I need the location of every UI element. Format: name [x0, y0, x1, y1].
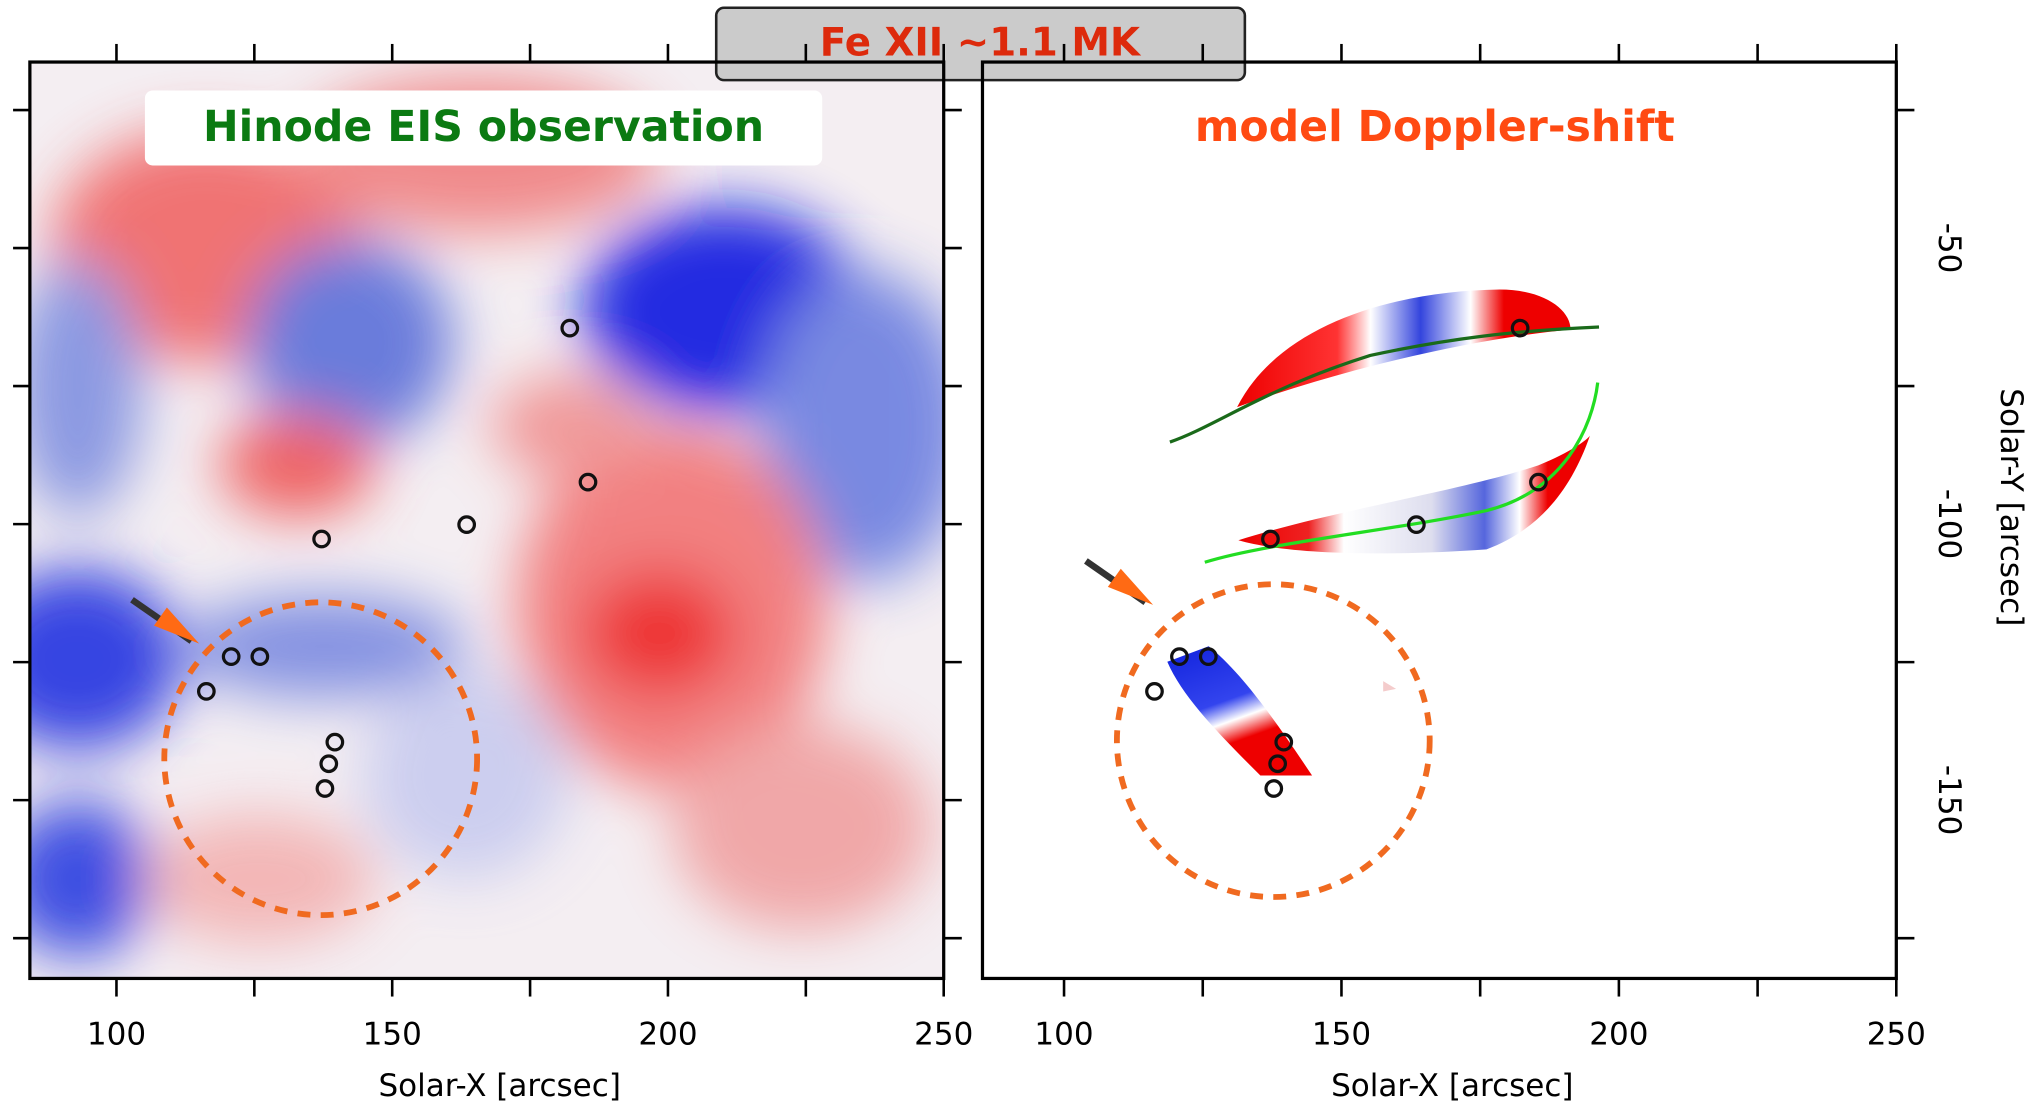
x-tick-label: 250: [1867, 1016, 1926, 1052]
panel-title: Hinode EIS observation: [203, 102, 764, 152]
observation-map: [29, 62, 944, 979]
x-tick-label: 250: [914, 1016, 973, 1052]
point: [1261, 529, 1280, 549]
x-tick-label: 150: [363, 1016, 422, 1052]
y-tick-label: -150: [1931, 765, 1967, 835]
y-tick-label: -50: [1931, 223, 1967, 274]
point: [221, 647, 241, 666]
x-axis-label: Solar-X [arcsec]: [378, 1068, 620, 1104]
point: [1510, 318, 1530, 338]
panel-title-box: [144, 90, 823, 166]
region-circle: [1113, 581, 1433, 900]
point: [1170, 647, 1189, 666]
x-tick-label: 200: [638, 1016, 697, 1052]
model-map: [1167, 289, 1600, 776]
x-tick-label: 150: [1312, 1016, 1371, 1052]
plot-frame: [28, 60, 946, 981]
panel-title: model Doppler-shift: [1195, 102, 1675, 152]
point: [1145, 682, 1164, 701]
x-tick-label: 100: [87, 1016, 146, 1052]
point: [250, 647, 270, 666]
point: [325, 732, 345, 752]
figure-title: Fe XII ~1.1 MK: [820, 21, 1142, 66]
point: [1274, 732, 1294, 752]
x-tick-label: 200: [1589, 1016, 1648, 1052]
point: [1529, 472, 1548, 492]
point: [1264, 779, 1284, 798]
point: [196, 682, 216, 701]
y-tick-label: -100: [1931, 489, 1967, 559]
x-axis-label: Solar-X [arcsec]: [1331, 1068, 1573, 1104]
point: [578, 472, 598, 492]
y-axis-label: Solar-Y [arcsec]: [1993, 388, 2027, 626]
point: [1268, 754, 1288, 774]
point: [1406, 515, 1426, 535]
point: [312, 529, 331, 549]
arrow: [130, 558, 1154, 644]
plot-frame: [980, 60, 1898, 981]
x-tick-label: 100: [1034, 1016, 1093, 1052]
point: [457, 515, 477, 535]
point: [560, 318, 580, 338]
point: [319, 754, 339, 774]
region-circle: [161, 599, 481, 919]
point: [1198, 647, 1218, 666]
point: [315, 779, 335, 798]
